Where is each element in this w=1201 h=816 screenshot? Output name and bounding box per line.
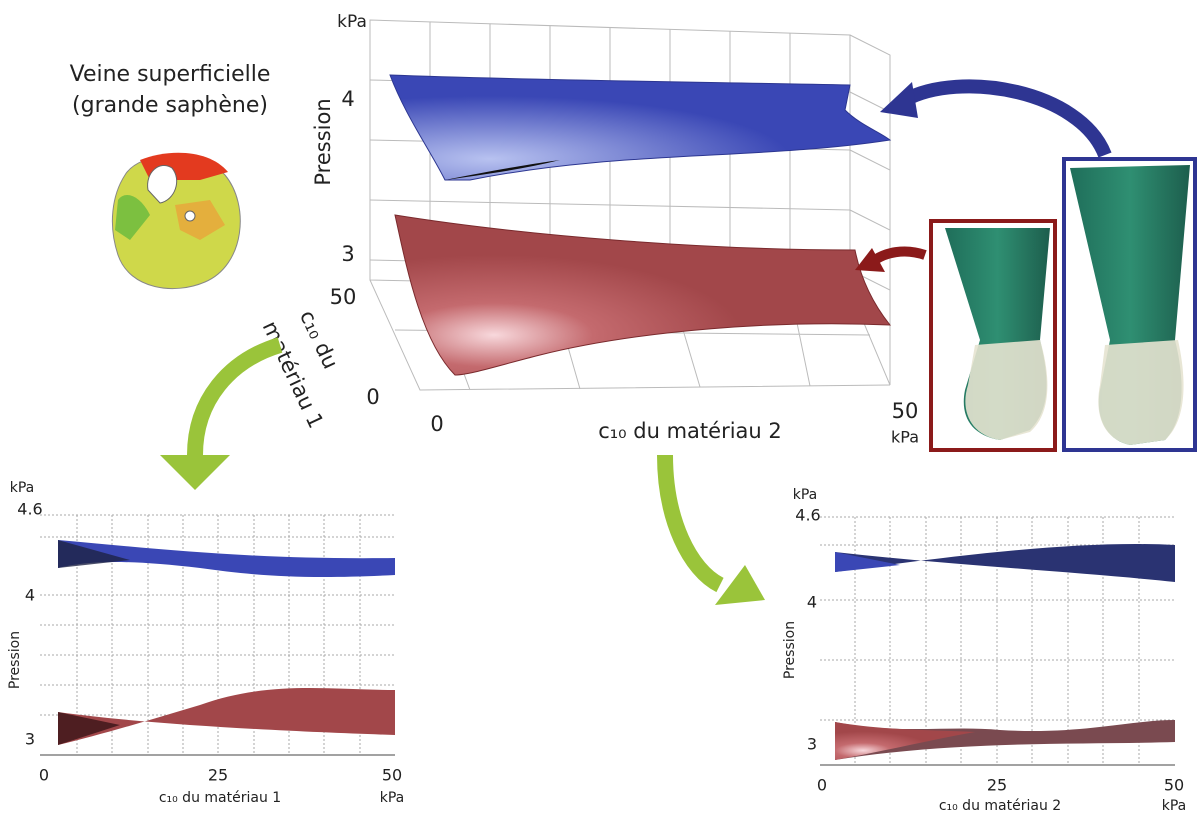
y-tick-label: 3 <box>25 730 35 749</box>
x-tick-label: 50 <box>1164 776 1184 795</box>
unit-label: kPa <box>1162 798 1187 814</box>
y-axis-label: Pression <box>782 621 798 679</box>
depth-axis-label: c₁₀ du <box>295 307 343 373</box>
title-line: (grande saphène) <box>72 93 268 118</box>
x-tick-label: 25 <box>208 766 228 785</box>
y-tick-label: 4 <box>341 87 354 111</box>
x-tick-label: 50 <box>892 399 919 423</box>
x-axis-label: c₁₀ du matériau 2 <box>598 419 782 443</box>
title-line: Veine superficielle <box>70 62 271 87</box>
unit-label: kPa <box>337 12 367 32</box>
x-tick-label: 25 <box>987 776 1007 795</box>
y-axis-label: Pression <box>7 631 23 689</box>
x-tick-label: 0 <box>39 766 49 785</box>
x-tick-label: 0 <box>430 412 443 436</box>
unit-label: kPa <box>891 428 919 447</box>
leg-models <box>929 157 1197 452</box>
y-tick-label: 4 <box>25 586 35 605</box>
y-tick-label: 4 <box>807 593 817 612</box>
x-tick-label: 0 <box>817 776 827 795</box>
plot-left: kPa 4.6 4 3 Pression 0 25 50 kPa c₁₀ du … <box>7 480 404 806</box>
y-tick-label: 3 <box>807 735 817 754</box>
plot-right: kPa 4.6 4 3 Pression 0 25 50 kPa c₁₀ du … <box>782 487 1186 814</box>
x-axis-label: c₁₀ du matériau 1 <box>159 790 281 806</box>
unit-label: kPa <box>10 480 35 496</box>
x-tick-label: 50 <box>382 766 402 785</box>
plot-3d: kPa 4 3 Pression 50 0 c₁₀ du matériau 1 … <box>258 12 919 447</box>
x-axis-label: c₁₀ du matériau 2 <box>939 798 1061 814</box>
y-tick-label: 3 <box>341 242 354 266</box>
depth-tick-label: 50 <box>330 285 357 309</box>
y-tick-label: 4.6 <box>795 506 820 525</box>
y-axis-label: Pression <box>311 98 335 185</box>
cross-section <box>111 152 241 289</box>
depth-tick-label: 0 <box>366 385 379 409</box>
y-tick-label: 4.6 <box>17 500 42 519</box>
unit-label: kPa <box>380 790 405 806</box>
unit-label: kPa <box>793 487 818 503</box>
